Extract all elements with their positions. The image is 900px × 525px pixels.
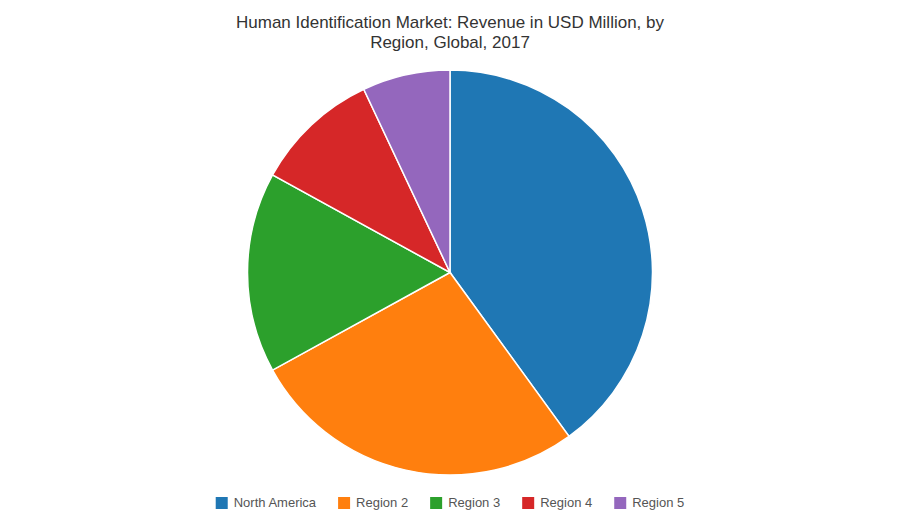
chart: Human Identification Market: Revenue in … bbox=[0, 0, 900, 525]
legend-label: Region 4 bbox=[540, 495, 592, 510]
legend-label: North America bbox=[234, 495, 317, 510]
legend: North America Region 2 Region 3 Region 4 Reg… bbox=[216, 495, 685, 510]
legend-item: Region 3 bbox=[430, 495, 500, 510]
title-line: Region, Global, 2017 bbox=[370, 33, 530, 52]
legend-label: Region 2 bbox=[356, 495, 408, 510]
legend-swatch bbox=[338, 497, 350, 509]
legend-swatch bbox=[522, 497, 534, 509]
title: Human Identification Market: Revenue in … bbox=[236, 13, 665, 52]
pie bbox=[248, 70, 653, 475]
legend-label: Region 3 bbox=[448, 495, 500, 510]
legend-swatch bbox=[614, 497, 626, 509]
title-line: Human Identification Market: Revenue in … bbox=[236, 13, 665, 32]
legend-label: Region 5 bbox=[632, 495, 684, 510]
legend-item: Region 5 bbox=[614, 495, 684, 510]
legend-item: Region 2 bbox=[338, 495, 408, 510]
legend-item: Region 4 bbox=[522, 495, 592, 510]
legend-swatch bbox=[216, 497, 228, 509]
legend-item: North America bbox=[216, 495, 317, 510]
slice bbox=[364, 70, 450, 273]
legend-swatch bbox=[430, 497, 442, 509]
